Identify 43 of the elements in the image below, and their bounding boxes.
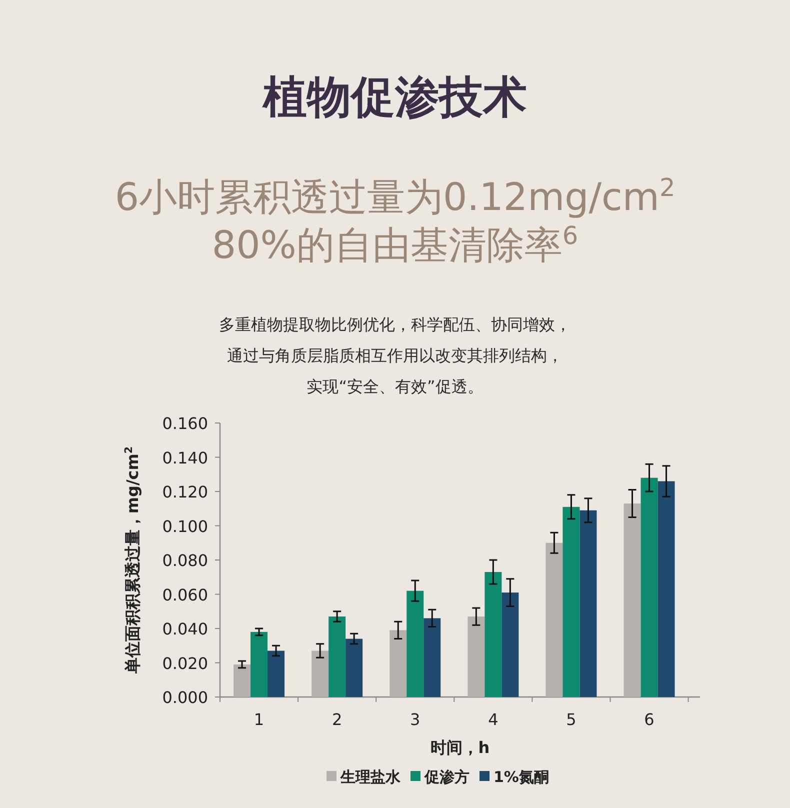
y-tick-label: 0.140 [162, 448, 208, 468]
bar [390, 630, 407, 697]
y-tick-label: 0.080 [162, 551, 208, 570]
y-tick-label: 0.100 [162, 516, 208, 536]
bar [658, 481, 675, 697]
x-tick-label: 5 [566, 710, 576, 729]
bar [546, 542, 563, 697]
text: 多重植物提取物比例优化，科学配伍、协同增效， [219, 315, 571, 334]
bar [640, 478, 658, 697]
y-tick-label: 0.000 [162, 688, 208, 707]
bar [424, 618, 441, 697]
bar [502, 592, 519, 697]
y-tick-label: 0.160 [162, 414, 208, 433]
y-tick-label: 0.040 [162, 620, 208, 638]
bar [624, 503, 641, 697]
bar [468, 616, 485, 697]
x-tick-label: 3 [410, 710, 420, 729]
x-axis-title: 时间，h [430, 738, 490, 757]
x-tick-label: 6 [644, 710, 654, 729]
bar [328, 616, 346, 697]
x-tick-label: 1 [254, 710, 264, 729]
chart-subtitle: 6小时累积透过量为0.12mg/cm$^{2}$ [114, 172, 676, 219]
bar [562, 506, 580, 697]
bar [234, 664, 251, 697]
bar [268, 650, 285, 697]
bar [580, 510, 597, 697]
x-tick-label: 4 [488, 710, 498, 729]
text: 实现“安全、有效”促透。 [306, 377, 484, 396]
chart-title: 植物促渗技术 [262, 72, 527, 123]
y-tick-label: 0.120 [162, 482, 208, 502]
x-tick-label: 2 [332, 710, 342, 729]
bar [484, 572, 502, 697]
legend-label: 促渗方 [424, 768, 470, 786]
bar [312, 650, 329, 697]
text: 80%的自由基清除率$^{6}$ [212, 220, 578, 267]
bar [346, 638, 363, 697]
y-tick-label: 0.060 [162, 585, 208, 604]
bar [406, 590, 424, 697]
bar [250, 632, 268, 697]
y-tick-label: 0.020 [162, 654, 208, 673]
text: 通过与角质层脂质相互作用以改变其排列结构， [227, 346, 563, 365]
legend-label: 1%氮酮 [494, 768, 549, 786]
legend-label: 生理盐水 [340, 768, 402, 786]
